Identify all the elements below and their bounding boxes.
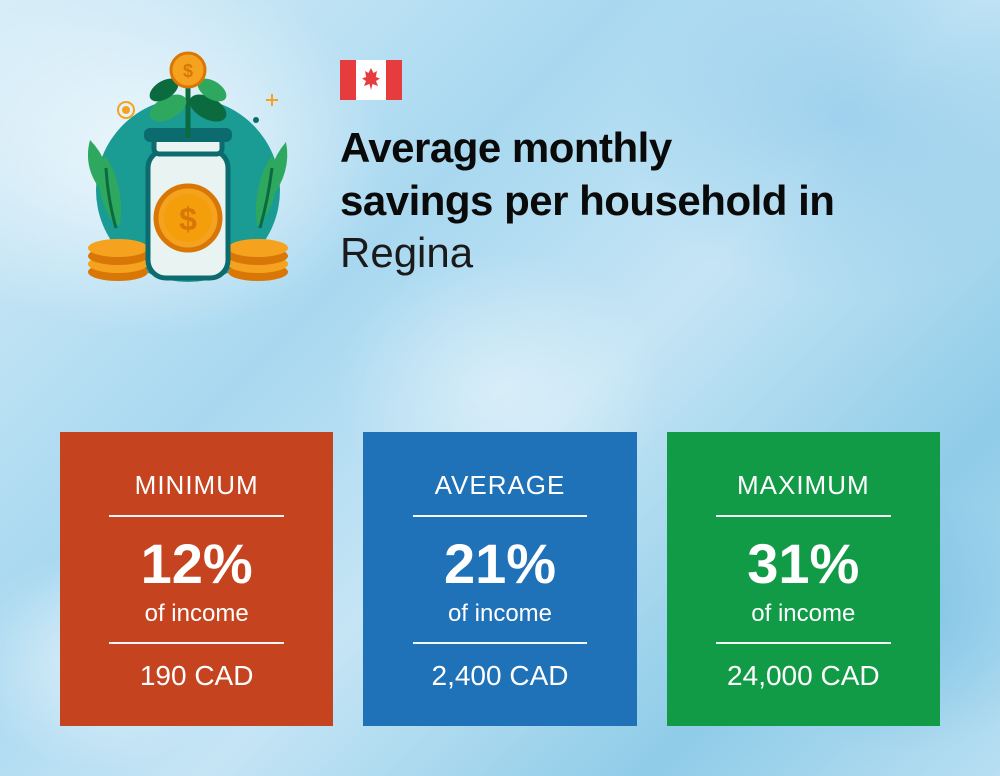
coin-stack-left [88, 239, 148, 281]
card-minimum: MINIMUM 12% of income 190 CAD [60, 432, 333, 726]
divider [413, 642, 588, 644]
jar-coin-icon: $ [156, 186, 220, 250]
divider [413, 515, 588, 517]
card-percent: 12% [80, 531, 313, 596]
coin-stack-right [228, 239, 288, 281]
divider [109, 515, 284, 517]
top-coin-icon: $ [171, 53, 205, 87]
savings-illustration: $ $ [60, 50, 300, 300]
cards-row: MINIMUM 12% of income 190 CAD AVERAGE 21… [60, 432, 940, 726]
card-sub: of income [687, 600, 920, 628]
svg-text:$: $ [179, 201, 197, 237]
svg-text:$: $ [183, 61, 193, 81]
card-label: MINIMUM [80, 470, 313, 501]
card-percent: 31% [687, 531, 920, 596]
card-amount: 2,400 CAD [383, 660, 616, 692]
divider [716, 642, 891, 644]
card-average: AVERAGE 21% of income 2,400 CAD [363, 432, 636, 726]
title-line-1: Average monthly [340, 122, 960, 175]
canada-flag-icon [340, 60, 402, 100]
divider [109, 642, 284, 644]
header: $ $ Average monthly savings [60, 50, 960, 300]
card-percent: 21% [383, 531, 616, 596]
title-block: Average monthly savings per household in… [340, 50, 960, 300]
card-sub: of income [383, 600, 616, 628]
card-amount: 24,000 CAD [687, 660, 920, 692]
card-amount: 190 CAD [80, 660, 313, 692]
card-label: MAXIMUM [687, 470, 920, 501]
title-city: Regina [340, 227, 960, 280]
title-line-2: savings per household in [340, 175, 960, 228]
card-sub: of income [80, 600, 313, 628]
card-maximum: MAXIMUM 31% of income 24,000 CAD [667, 432, 940, 726]
card-label: AVERAGE [383, 470, 616, 501]
divider [716, 515, 891, 517]
